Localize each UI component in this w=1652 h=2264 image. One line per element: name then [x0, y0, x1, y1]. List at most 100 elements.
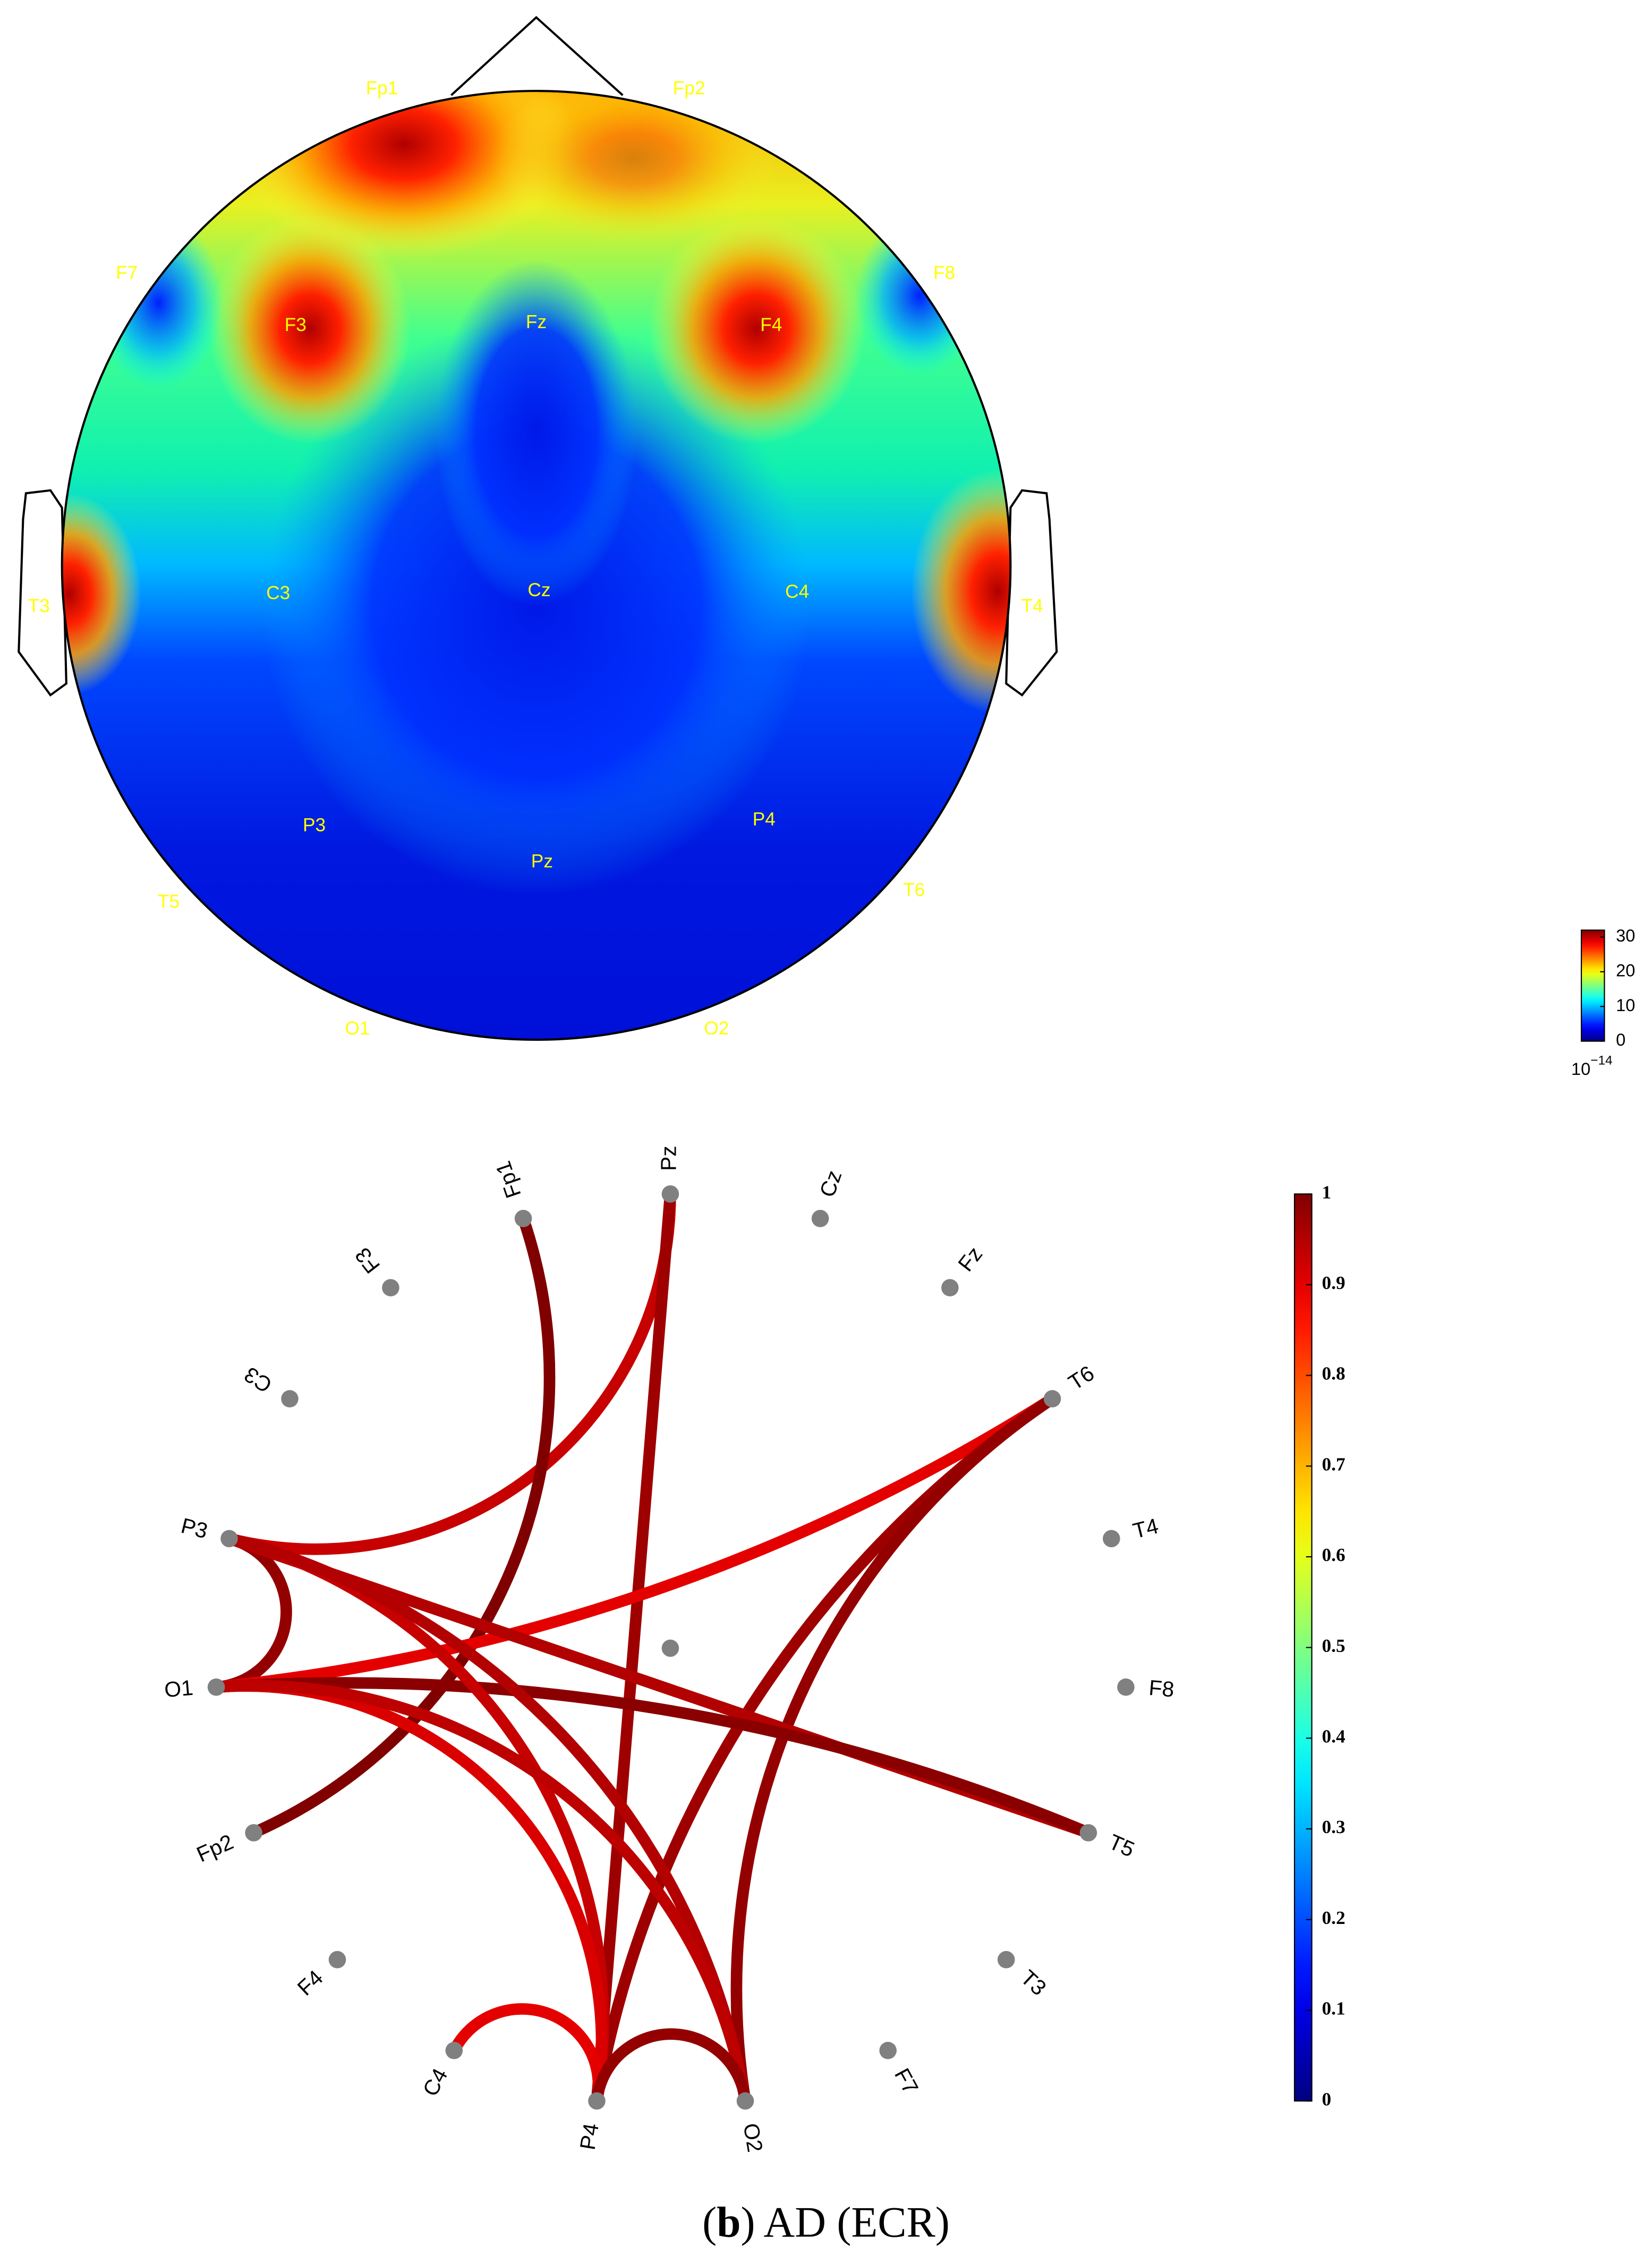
- node-label: C3: [240, 1362, 276, 1398]
- electrode-label: F7: [116, 262, 138, 283]
- exponent-power: −14: [1590, 1054, 1612, 1068]
- node: [661, 1185, 679, 1203]
- connectivity-edges: [210, 1188, 1094, 2107]
- colorbar-tick-label: 0.8: [1322, 1363, 1346, 1384]
- node: [811, 1210, 829, 1227]
- exponent-base: 10: [1571, 1059, 1590, 1078]
- electrode-label: O2: [704, 1018, 729, 1039]
- node-label: Pz: [657, 1146, 681, 1171]
- caption: (b) AD (ECR): [702, 2198, 950, 2246]
- edge: [591, 2028, 751, 2107]
- colorbar-tick-label: 0: [1322, 2089, 1332, 2109]
- electrode-label: P3: [303, 815, 326, 835]
- edge: [223, 1188, 676, 1555]
- node: [879, 2041, 897, 2059]
- connectivity-colorbar: 0 0.1 0.2 0.3 0.4 0.5 0.6 0.7 0.8 0.9 1: [1293, 1182, 1346, 2109]
- node-label: F7: [890, 2064, 923, 2098]
- colorbar: [1580, 929, 1605, 1042]
- colorbar-exponent: 10−14: [1571, 1054, 1613, 1078]
- topomap-heat: [62, 91, 1011, 1040]
- caption-prefix: (: [702, 2198, 717, 2246]
- electrode-label: T5: [158, 891, 180, 912]
- node-label: P4: [575, 2122, 603, 2152]
- node-label: T6: [1064, 1361, 1099, 1395]
- node: [207, 1678, 225, 1696]
- node-label: O2: [739, 2122, 768, 2154]
- edge: [591, 1188, 676, 2107]
- colorbar-tick-label: 0.1: [1322, 1998, 1346, 2019]
- edge: [591, 1393, 1058, 2107]
- node-label: Cz: [815, 1167, 847, 1200]
- edge: [210, 1677, 1094, 1839]
- colorbar-tick-label: 0.5: [1322, 1635, 1346, 1656]
- colorbar-tick-label: 0.2: [1322, 1907, 1346, 1928]
- edge: [730, 1393, 1058, 2107]
- node-label: Fp2: [193, 1829, 237, 1867]
- colorbar-tick-label: 0.4: [1322, 1726, 1346, 1746]
- node: [445, 2041, 463, 2059]
- colorbar-tick-label: 10: [1616, 996, 1635, 1015]
- edge: [248, 1212, 556, 1839]
- electrode-label: Cz: [527, 580, 550, 600]
- electrode-labels: Fp1 Fp2 F7 F3 Fz F4 F8 T3 C3 Cz C4 T4 P3 Pz P4 T5 T6 O1 O2: [28, 78, 1043, 1039]
- node: [245, 1824, 262, 1842]
- node-label: Fp1: [490, 1158, 525, 1201]
- node: [1079, 1824, 1097, 1842]
- electrode-label: T3: [28, 596, 50, 616]
- caption-text: ) AD (ECR): [740, 2198, 949, 2246]
- node: [1103, 1530, 1120, 1548]
- node: [588, 2092, 606, 2110]
- head-outline: [61, 90, 1012, 1041]
- electrode-label: T4: [1021, 596, 1043, 616]
- node: [220, 1530, 238, 1548]
- node-label: O1: [163, 1675, 194, 1702]
- edge: [210, 1532, 292, 1693]
- electrode-label: F3: [285, 315, 306, 335]
- node: [382, 1279, 399, 1296]
- node-label: Fz: [953, 1242, 987, 1276]
- node-label: T4: [1130, 1513, 1161, 1543]
- edge: [210, 1680, 608, 2107]
- colorbar-tick-label: 0.3: [1322, 1817, 1346, 1837]
- electrode-label: P4: [753, 809, 776, 830]
- node-label: T3: [1016, 1965, 1051, 2000]
- node: [1117, 1678, 1135, 1696]
- colorbar-tick-label: 0.9: [1322, 1273, 1346, 1293]
- node: [514, 1210, 532, 1227]
- colorbar-tick-label: 30: [1616, 926, 1635, 945]
- electrode-label: C4: [785, 581, 809, 602]
- node: [997, 1951, 1015, 1969]
- electrode-label: O1: [345, 1018, 370, 1039]
- colorbar-tick-label: 0.7: [1322, 1454, 1346, 1474]
- caption-letter: b: [717, 2198, 740, 2246]
- node-label: F3: [350, 1243, 385, 1278]
- connectivity-nodes: Fp1 Pz Cz Fz T6 T4 F8 T5 T3 F7 O2 P4 C4 F4 Fp2 O1 P3 C3 F3: [163, 1146, 1175, 2153]
- colorbar-tick-label: 0: [1616, 1030, 1625, 1049]
- electrode-label: C3: [266, 583, 290, 604]
- node-label: F8: [1148, 1675, 1175, 1702]
- electrode-label: F4: [760, 315, 782, 335]
- node-label: C4: [418, 2064, 453, 2100]
- electrode-label: F8: [933, 262, 955, 283]
- center-node: [661, 1639, 679, 1657]
- node-label: T5: [1105, 1829, 1138, 1862]
- edge: [448, 2003, 604, 2107]
- left-ear: [18, 489, 67, 697]
- edge: [210, 1393, 1058, 1693]
- electrode-label: Fp1: [366, 78, 398, 99]
- colorbar-tick-label: 0.6: [1322, 1545, 1346, 1565]
- node: [941, 1279, 959, 1296]
- colorbar-tick-label: 20: [1616, 961, 1635, 980]
- edge: [210, 1680, 751, 2107]
- electrode-label: Fz: [526, 311, 547, 332]
- node: [281, 1390, 299, 1407]
- node-label: P3: [178, 1513, 210, 1544]
- node: [328, 1951, 346, 1969]
- node-label: F4: [293, 1965, 328, 2000]
- electrode-label: Pz: [531, 851, 553, 871]
- nose: [450, 15, 624, 96]
- node: [736, 2092, 754, 2110]
